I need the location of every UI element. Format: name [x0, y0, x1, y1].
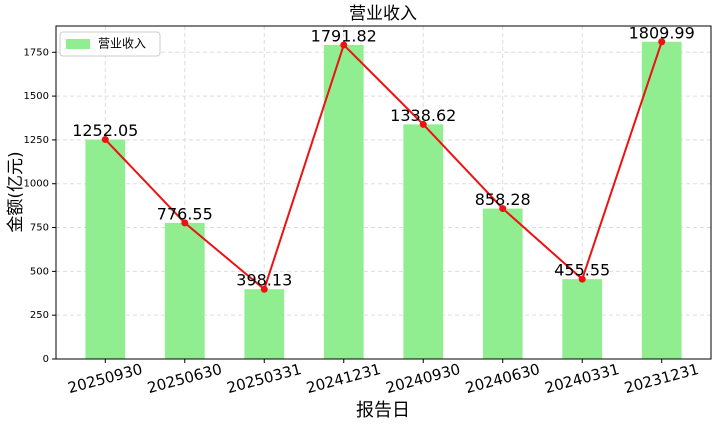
bar — [85, 139, 126, 359]
plot-frame — [55, 25, 712, 360]
bar — [164, 222, 205, 359]
data-label: 455.55 — [554, 261, 610, 280]
legend-label: 营业收入 — [98, 37, 146, 51]
marker — [101, 136, 109, 144]
y-tick-label: 500 — [30, 266, 49, 277]
x-axis-label: 报告日 — [356, 400, 410, 421]
bar — [403, 124, 444, 360]
y-tick-label: 1250 — [24, 135, 49, 146]
y-axis-label: 金额(亿元) — [6, 151, 26, 232]
data-label: 1809.99 — [629, 23, 695, 42]
chart-title: 营业收入 — [349, 4, 417, 24]
x-tick-label: 20250630 — [145, 360, 223, 397]
y-tick-label: 750 — [30, 223, 49, 234]
marker — [260, 285, 268, 293]
x-tick-label: 20231231 — [622, 360, 700, 397]
marker — [578, 275, 586, 283]
data-label: 1252.05 — [72, 121, 138, 140]
bar — [323, 44, 364, 360]
y-tick-label: 250 — [30, 310, 49, 321]
y-tick-label: 0 — [43, 354, 49, 365]
legend-box — [59, 31, 161, 57]
marker — [419, 120, 427, 128]
x-tick-label: 20240331 — [543, 360, 621, 397]
bar — [482, 208, 523, 359]
legend: 营业收入 — [59, 31, 161, 57]
x-tick-label: 20241231 — [304, 360, 382, 397]
x-tick-label: 20240930 — [384, 360, 462, 397]
bar — [641, 41, 682, 359]
data-label: 1338.62 — [390, 106, 456, 125]
data-label: 398.13 — [236, 271, 292, 290]
data-label: 1791.82 — [311, 26, 377, 45]
x-tick-label: 20240630 — [463, 360, 541, 397]
marker — [658, 38, 666, 46]
marker — [499, 205, 507, 213]
bar — [244, 289, 285, 359]
line — [104, 41, 663, 291]
marker — [181, 219, 189, 227]
x-tick-label: 20250331 — [225, 360, 303, 397]
x-tick-label: 20250930 — [66, 360, 144, 397]
data-label: 776.55 — [157, 204, 213, 223]
y-tick-label: 1500 — [24, 91, 49, 102]
y-tick-label: 1750 — [24, 47, 49, 58]
bar — [562, 279, 603, 359]
y-tick-label: 1000 — [24, 179, 49, 190]
legend-swatch — [66, 39, 90, 49]
marker — [340, 41, 348, 49]
data-label: 858.28 — [475, 190, 531, 209]
